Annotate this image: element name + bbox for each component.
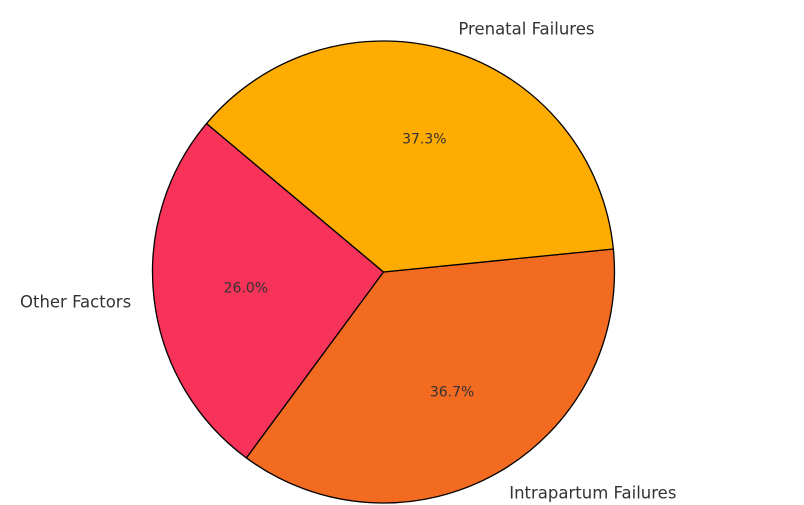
pie-slice-other-factors	[151, 122, 385, 459]
labels-layer: 26.0% Other Factors 36.7% Intrapartum Failu…	[20, 20, 676, 503]
pie-category-label-prenatal-failures: Prenatal Failures	[458, 20, 594, 39]
pie-category-label-intrapartum-failures: Intrapartum Failures	[509, 483, 676, 502]
pie-category-label-other-factors: Other Factors	[20, 293, 131, 312]
pie-slice-prenatal-failures	[205, 40, 614, 273]
pie-pct-label-prenatal-failures: 37.3%	[402, 132, 446, 148]
pie-pct-label-other-factors: 26.0%	[224, 280, 268, 296]
pie-pct-label-intrapartum-failures: 36.7%	[430, 384, 474, 400]
slices-layer	[151, 40, 616, 504]
pie-slice-intrapartum-failures	[245, 248, 616, 504]
